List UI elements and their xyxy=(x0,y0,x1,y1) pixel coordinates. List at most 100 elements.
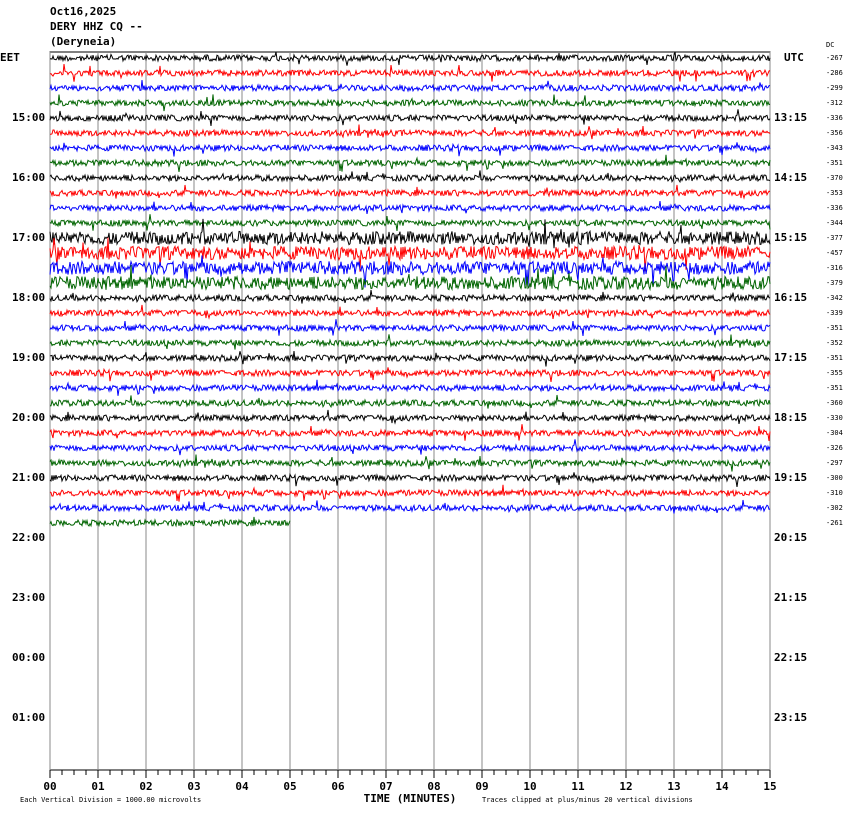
x-tick-label: 14 xyxy=(715,780,729,793)
right-time-label: 20:15 xyxy=(774,531,807,544)
dc-offset: -344 xyxy=(826,219,843,227)
x-tick-label: 05 xyxy=(283,780,296,793)
x-tick-label: 15 xyxy=(763,780,776,793)
left-time-label: 20:00 xyxy=(12,411,45,424)
right-time-label: 16:15 xyxy=(774,291,807,304)
trace xyxy=(49,109,771,126)
dc-offset: -377 xyxy=(826,234,843,242)
dc-offset: -343 xyxy=(826,144,843,152)
right-time-label: UTC xyxy=(784,51,804,64)
left-time-label: 01:00 xyxy=(12,711,45,724)
trace xyxy=(49,367,771,382)
dc-offset: -304 xyxy=(826,429,843,437)
trace xyxy=(49,51,771,66)
dc-offset: -310 xyxy=(826,489,843,497)
right-time-label: 18:15 xyxy=(774,411,807,424)
dc-offset: -352 xyxy=(826,339,843,347)
dc-offset: -261 xyxy=(826,519,843,527)
right-time-label: 22:15 xyxy=(774,651,807,664)
dc-offset: -297 xyxy=(826,459,843,467)
trace xyxy=(49,218,771,249)
trace xyxy=(50,124,771,140)
x-tick-label: 10 xyxy=(523,780,536,793)
dc-offset: -316 xyxy=(826,264,843,272)
trace xyxy=(49,154,771,172)
right-time-label: 17:15 xyxy=(774,351,807,364)
left-time-label: 15:00 xyxy=(12,111,45,124)
right-time-label: 13:15 xyxy=(774,111,807,124)
trace xyxy=(49,201,771,215)
dc-offset: -370 xyxy=(826,174,843,182)
trace xyxy=(49,454,771,472)
dc-offset: -286 xyxy=(826,69,843,77)
trace xyxy=(49,334,771,350)
left-time-label: 23:00 xyxy=(12,591,45,604)
trace xyxy=(49,214,771,231)
dc-offset: -330 xyxy=(826,414,843,422)
dc-offset: -379 xyxy=(826,279,843,287)
trace xyxy=(49,80,771,93)
x-tick-label: 07 xyxy=(379,780,392,793)
trace xyxy=(49,409,771,425)
dc-offset: -351 xyxy=(826,384,843,392)
dc-offset: -312 xyxy=(826,99,843,107)
right-time-label: 21:15 xyxy=(774,591,807,604)
trace xyxy=(49,516,291,528)
left-time-label: 17:00 xyxy=(12,231,45,244)
right-time-label: 23:15 xyxy=(774,711,807,724)
dc-offset: -302 xyxy=(826,504,843,512)
x-tick-label: 13 xyxy=(667,780,680,793)
x-tick-label: 00 xyxy=(43,780,56,793)
dc-offset: -300 xyxy=(826,474,843,482)
trace xyxy=(49,351,771,367)
left-time-label: EET xyxy=(0,51,20,64)
dc-offset: -353 xyxy=(826,189,843,197)
left-time-label: 22:00 xyxy=(12,531,45,544)
left-time-label: 21:00 xyxy=(12,471,45,484)
dc-offset: -457 xyxy=(826,249,843,257)
title-line: (Deryneia) xyxy=(50,35,116,48)
x-tick-label: 12 xyxy=(619,780,632,793)
trace xyxy=(49,184,771,200)
dc-offset: -299 xyxy=(826,84,843,92)
dc-offset: -351 xyxy=(826,354,843,362)
trace xyxy=(49,255,771,288)
trace xyxy=(49,170,771,184)
dc-offset: -339 xyxy=(826,309,843,317)
trace xyxy=(49,289,771,304)
x-tick-label: 04 xyxy=(235,780,249,793)
right-time-label: 19:15 xyxy=(774,471,807,484)
x-tick-label: 01 xyxy=(91,780,105,793)
scale-note: Each Vertical Division = 1000.00 microvo… xyxy=(20,796,201,804)
x-tick-label: 09 xyxy=(475,780,488,793)
right-time-label: 15:15 xyxy=(774,231,807,244)
trace xyxy=(49,394,771,409)
x-tick-label: 11 xyxy=(571,780,585,793)
trace xyxy=(49,319,771,336)
dc-offset: -326 xyxy=(826,444,843,452)
trace xyxy=(49,379,771,396)
trace xyxy=(49,142,771,157)
x-tick-label: 03 xyxy=(187,780,200,793)
dc-offset: -355 xyxy=(826,369,843,377)
trace xyxy=(49,264,771,292)
trace xyxy=(49,304,771,320)
title-line: Oct16,2025 xyxy=(50,5,116,18)
x-tick-label: 08 xyxy=(427,780,440,793)
dc-offset: -360 xyxy=(826,399,843,407)
trace xyxy=(49,64,771,82)
left-time-label: 19:00 xyxy=(12,351,45,364)
dc-offset: -336 xyxy=(826,204,843,212)
clip-note: Traces clipped at plus/minus 20 vertical… xyxy=(482,796,693,804)
dc-offset: -351 xyxy=(826,159,843,167)
trace xyxy=(49,94,771,112)
dc-offset: -267 xyxy=(826,54,843,62)
x-tick-label: 02 xyxy=(139,780,152,793)
trace xyxy=(49,424,771,441)
trace xyxy=(49,484,771,502)
dc-offset: -356 xyxy=(826,129,843,137)
x-tick-label: 06 xyxy=(331,780,345,793)
trace xyxy=(49,499,771,514)
left-time-label: 18:00 xyxy=(12,291,45,304)
